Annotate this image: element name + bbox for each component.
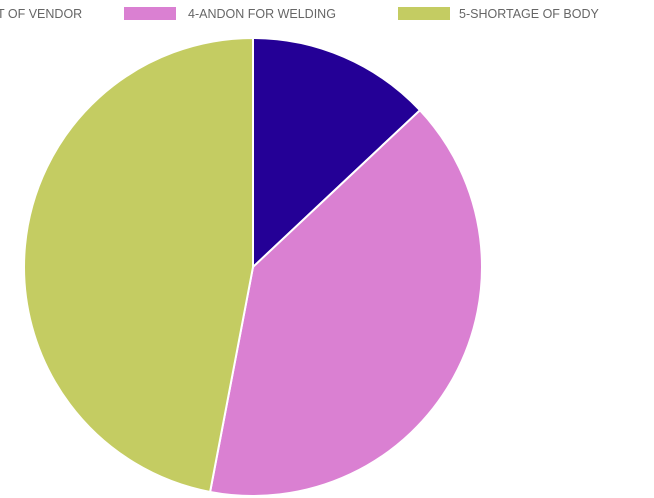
- legend-label-andon-welding: 4-ANDON FOR WELDING: [188, 7, 336, 21]
- chart-legend: T OF VENDOR 4-ANDON FOR WELDING 5-SHORTA…: [0, 4, 654, 26]
- legend-label-vendor: T OF VENDOR: [0, 7, 83, 21]
- pie-slice-1[interactable]: [208, 108, 483, 497]
- legend-swatch-shortage-body: [398, 7, 450, 20]
- legend-label-shortage-body: 5-SHORTAGE OF BODY: [459, 7, 599, 21]
- legend-swatch-andon-welding: [124, 7, 176, 20]
- pie-slice-2[interactable]: [23, 36, 254, 494]
- pie-slice-0[interactable]: [252, 36, 422, 270]
